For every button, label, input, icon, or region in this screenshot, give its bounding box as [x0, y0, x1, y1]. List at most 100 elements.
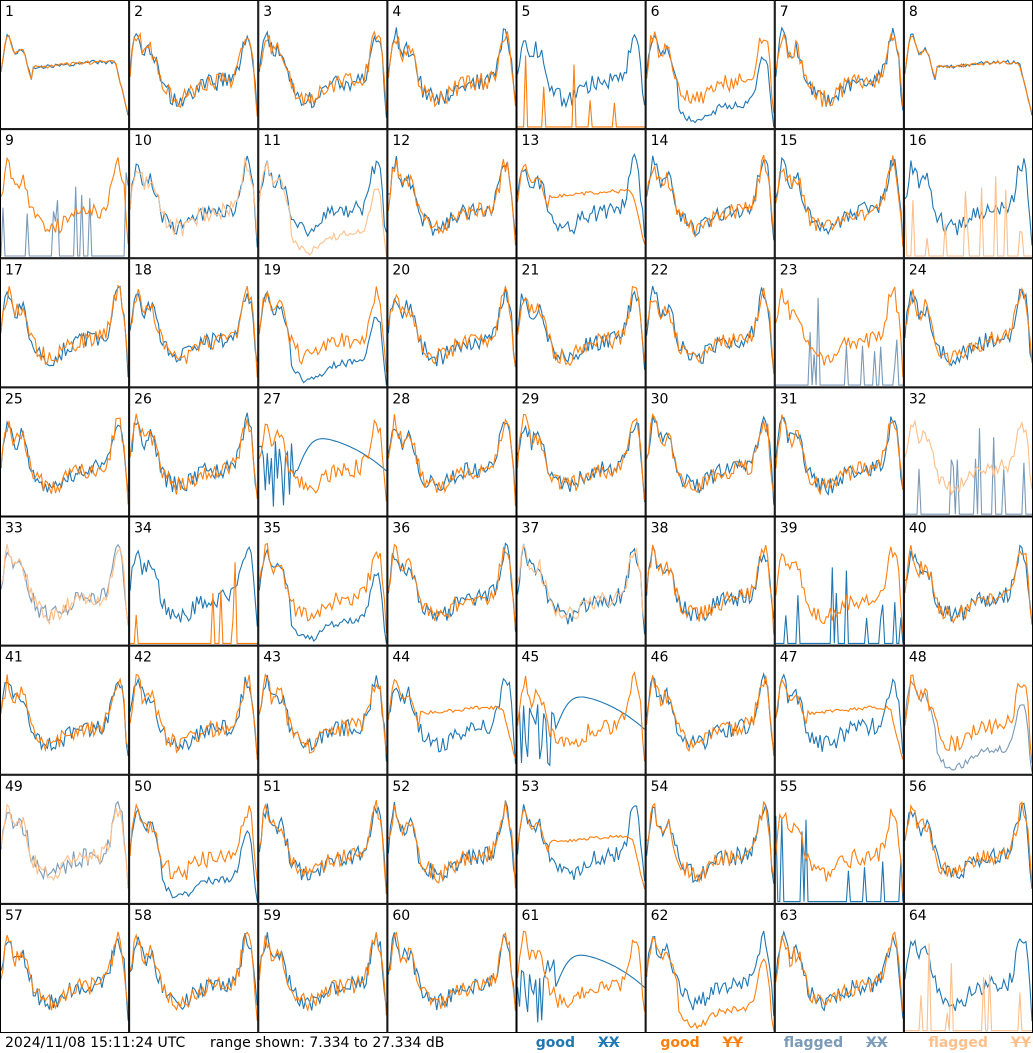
- panel-3: 3: [258, 0, 388, 130]
- panel-35: 35: [258, 516, 388, 646]
- panel-10-frame: [129, 129, 259, 259]
- panel-56: 56: [903, 774, 1033, 904]
- panel-9: 9: [0, 129, 130, 259]
- panel-64: 64: [903, 903, 1033, 1033]
- panel-5-xx-line: [516, 33, 646, 109]
- panel-61: 61: [516, 903, 646, 1033]
- panel-49-label: 49: [5, 779, 23, 795]
- panel-59-frame: [258, 903, 388, 1033]
- panel-59-label: 59: [263, 908, 281, 924]
- panel-52: 52: [387, 774, 517, 904]
- legend-flagged-label: flagged: [783, 1035, 844, 1051]
- panel-44-yy-line: [387, 678, 517, 759]
- panel-22-label: 22: [651, 262, 669, 278]
- panel-21: 21: [516, 258, 646, 388]
- panel-19-xx-line: [258, 290, 387, 386]
- panel-39-xx-line: [775, 567, 904, 644]
- panel-42-label: 42: [134, 650, 152, 666]
- panel-2-label: 2: [134, 4, 143, 20]
- panel-13: 13: [516, 129, 646, 259]
- panel-55-label: 55: [780, 779, 798, 795]
- panel-29-xx-line: [516, 421, 646, 503]
- panel-39-label: 39: [780, 521, 798, 537]
- panel-9-yy-line: [0, 156, 129, 244]
- panel-49-yy-line: [0, 803, 129, 887]
- panel-31-yy-line: [775, 414, 904, 496]
- panel-11-label: 11: [263, 133, 281, 149]
- panel-20-frame: [387, 258, 517, 388]
- panel-10-label: 10: [134, 133, 152, 149]
- panel-51-xx-line: [258, 803, 387, 894]
- panel-55: 55: [774, 774, 904, 904]
- panel-63: 63: [774, 903, 904, 1033]
- panel-4: 4: [387, 0, 517, 130]
- panel-3-label: 3: [263, 4, 272, 20]
- panel-5-yy-line: [517, 55, 645, 128]
- panel-12-frame: [387, 129, 517, 259]
- panel-6-frame: [645, 0, 775, 130]
- legend-good-yy: good YY: [642, 1035, 742, 1051]
- panel-48: 48: [903, 645, 1033, 775]
- panel-9-frame: [0, 129, 130, 259]
- panel-34-frame: [129, 516, 259, 646]
- panel-19: 19: [258, 258, 388, 388]
- panel-62-yy-line: [646, 936, 775, 1031]
- panel-56-yy-line: [904, 801, 1033, 885]
- panel-57-frame: [0, 903, 130, 1033]
- panel-4-frame: [387, 0, 517, 130]
- panel-16-xx-line: [904, 158, 1033, 246]
- panel-39-yy-line: [775, 546, 904, 634]
- panel-48-label: 48: [909, 650, 927, 666]
- panel-24-label: 24: [909, 262, 927, 278]
- panel-43-frame: [258, 645, 388, 775]
- panel-37: 37: [516, 516, 646, 646]
- panel-21-xx-line: [516, 290, 646, 370]
- panel-48-yy-line: [904, 674, 1033, 764]
- panel-41-yy-line: [0, 674, 129, 753]
- panel-50-yy-line: [129, 802, 258, 882]
- panel-16: 16: [903, 129, 1033, 259]
- panel-46-yy-line: [646, 675, 775, 757]
- panel-35-yy-line: [258, 542, 387, 634]
- panel-58-frame: [129, 903, 259, 1033]
- panel-24-xx-line: [904, 288, 1033, 367]
- panel-50-label: 50: [134, 779, 152, 795]
- panel-34-xx-line: [129, 545, 258, 627]
- panel-23-label: 23: [780, 262, 798, 278]
- panel-24-yy-line: [904, 287, 1033, 367]
- panel-58-label: 58: [134, 908, 152, 924]
- panel-14-label: 14: [651, 133, 669, 149]
- panel-21-frame: [516, 258, 646, 388]
- panel-1: 1: [0, 0, 130, 130]
- panel-41-label: 41: [5, 650, 23, 666]
- panel-64-xx-line: [904, 938, 1033, 1022]
- panel-18-label: 18: [134, 262, 152, 278]
- panel-9-xx-line: [0, 172, 129, 257]
- panel-1-xx-line: [0, 33, 129, 116]
- panel-62-label: 62: [651, 908, 669, 924]
- panel-30-label: 30: [651, 391, 669, 407]
- panel-14-yy-line: [646, 154, 775, 238]
- panel-39-frame: [774, 516, 904, 646]
- panel-9-label: 9: [5, 133, 14, 149]
- panel-44-xx-line: [387, 677, 517, 765]
- panel-35-frame: [258, 516, 388, 646]
- panel-19-label: 19: [263, 262, 281, 278]
- panel-18: 18: [129, 258, 259, 388]
- panel-45-label: 45: [522, 650, 540, 666]
- panel-62: 62: [645, 903, 775, 1033]
- panel-63-yy-line: [775, 931, 904, 1012]
- panel-53-yy-line: [516, 807, 646, 890]
- panel-64-yy-line: [904, 943, 1032, 1032]
- panel-60-frame: [387, 903, 517, 1033]
- panel-49-frame: [0, 774, 130, 904]
- panel-2-frame: [129, 0, 259, 130]
- panel-22-yy-line: [646, 287, 775, 374]
- legend-flagged-label: flagged: [928, 1035, 988, 1051]
- legend-yy-key: YY: [1010, 1035, 1031, 1051]
- panel-40-yy-line: [904, 545, 1033, 625]
- panel-21-label: 21: [522, 262, 540, 278]
- panel-25-frame: [0, 387, 130, 517]
- panel-4-label: 4: [392, 4, 401, 20]
